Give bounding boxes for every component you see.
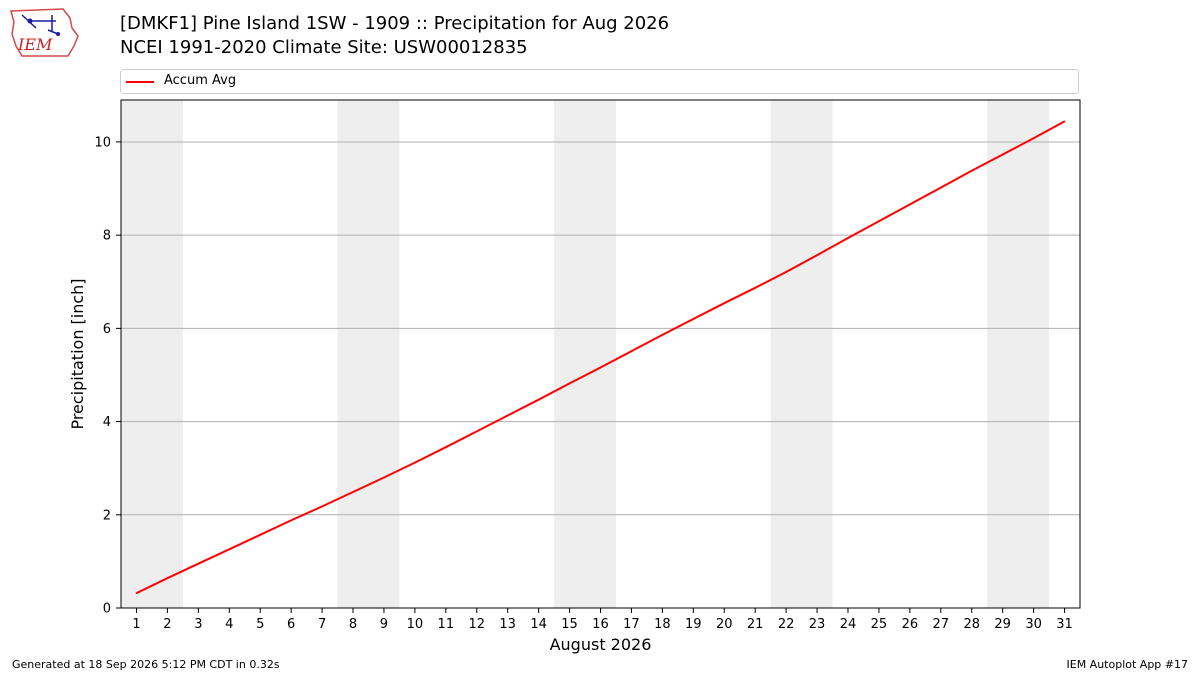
y-tick-label-8: 8 <box>103 229 111 244</box>
x-tick-label-18: 18 <box>654 617 671 632</box>
x-tick-label-1: 1 <box>132 617 140 632</box>
x-tick-label-15: 15 <box>561 617 578 632</box>
y-tick-label-2: 2 <box>103 508 111 523</box>
data-point-26 <box>909 203 911 206</box>
x-tick-label-12: 12 <box>468 617 485 632</box>
data-point-24 <box>847 237 849 239</box>
x-tick-label-8: 8 <box>349 617 357 632</box>
x-tick-label-23: 23 <box>809 617 826 632</box>
x-tick-label-20: 20 <box>716 617 733 632</box>
x-tick-label-29: 29 <box>994 617 1011 632</box>
data-point-31 <box>1063 120 1066 123</box>
weekend-band-1 <box>337 100 400 608</box>
data-point-4 <box>228 548 231 551</box>
x-axis-label: August 2026 <box>550 635 652 654</box>
data-point-1 <box>135 592 138 594</box>
data-point-15 <box>568 382 571 385</box>
footer-generated: Generated at 18 Sep 2026 5:12 PM CDT in … <box>12 658 280 671</box>
data-point-10 <box>414 461 416 464</box>
data-point-2 <box>166 577 169 579</box>
x-tick-label-24: 24 <box>840 617 857 632</box>
data-point-18 <box>661 334 664 336</box>
x-tick-label-25: 25 <box>871 617 888 632</box>
legend-label: Accum Avg <box>164 73 237 88</box>
x-tick-label-19: 19 <box>685 617 702 632</box>
x-tick-label-30: 30 <box>1025 617 1042 632</box>
data-point-12 <box>475 430 478 433</box>
x-tick-label-26: 26 <box>902 617 919 632</box>
chart-subtitle: NCEI 1991-2020 Climate Site: USW00012835 <box>120 37 528 58</box>
legend-swatch <box>126 81 154 83</box>
data-point-13 <box>506 414 509 417</box>
plot-frame <box>120 99 1081 609</box>
legend: Accum Avg <box>120 69 1079 94</box>
weekend-band-3 <box>770 100 833 608</box>
weekend-band-2 <box>554 100 616 608</box>
y-tick-label-6: 6 <box>103 322 111 337</box>
x-tick-label-13: 13 <box>499 617 516 632</box>
x-tick-label-4: 4 <box>225 617 233 632</box>
data-point-11 <box>445 446 447 449</box>
y-tick-label-10: 10 <box>94 135 111 150</box>
footer-app: IEM Autoplot App #17 <box>1066 658 1189 671</box>
x-tick-label-2: 2 <box>163 617 171 632</box>
x-tick-label-31: 31 <box>1056 617 1073 632</box>
weekend-band-0 <box>121 100 183 608</box>
data-point-6 <box>290 519 292 522</box>
data-point-7 <box>321 505 323 508</box>
data-point-27 <box>939 186 942 189</box>
x-tick-label-22: 22 <box>778 617 795 632</box>
x-tick-label-21: 21 <box>747 617 764 632</box>
data-point-25 <box>878 220 880 222</box>
x-tick-label-14: 14 <box>530 617 547 632</box>
weekend-band-4 <box>987 100 1050 608</box>
x-tick-label-10: 10 <box>407 617 424 632</box>
x-tick-label-9: 9 <box>380 617 388 632</box>
logo-text: IEM <box>17 35 53 54</box>
series-line-0 <box>136 120 1065 595</box>
data-point-8 <box>352 491 354 493</box>
data-point-28 <box>970 170 973 172</box>
x-tick-label-5: 5 <box>256 617 264 632</box>
data-point-17 <box>630 350 633 353</box>
chart-title: [DMKF1] Pine Island 1SW - 1909 :: Precip… <box>120 13 670 34</box>
x-tick-label-16: 16 <box>592 617 609 632</box>
weather-station-icon <box>21 14 60 36</box>
x-tick-label-7: 7 <box>318 617 326 632</box>
x-tick-label-11: 11 <box>438 617 455 632</box>
data-point-22 <box>785 271 787 273</box>
data-point-30 <box>1032 137 1035 140</box>
data-point-21 <box>754 287 756 289</box>
data-point-20 <box>723 302 726 305</box>
data-point-23 <box>816 254 818 256</box>
x-tick-label-6: 6 <box>287 617 295 632</box>
data-point-19 <box>692 318 695 320</box>
data-point-3 <box>197 562 200 565</box>
data-point-29 <box>1001 153 1004 156</box>
y-tick-label-0: 0 <box>103 602 111 617</box>
x-tick-label-27: 27 <box>933 617 950 632</box>
data-point-14 <box>537 398 540 401</box>
data-point-16 <box>599 366 602 369</box>
y-axis-label: Precipitation [inch] <box>68 278 87 429</box>
y-tick-label-4: 4 <box>103 415 111 430</box>
x-tick-label-28: 28 <box>963 617 980 632</box>
x-tick-label-17: 17 <box>623 617 640 632</box>
data-point-5 <box>259 534 262 536</box>
data-point-9 <box>383 476 385 479</box>
x-tick-label-3: 3 <box>194 617 202 632</box>
iem-logo: IEM <box>10 8 79 57</box>
